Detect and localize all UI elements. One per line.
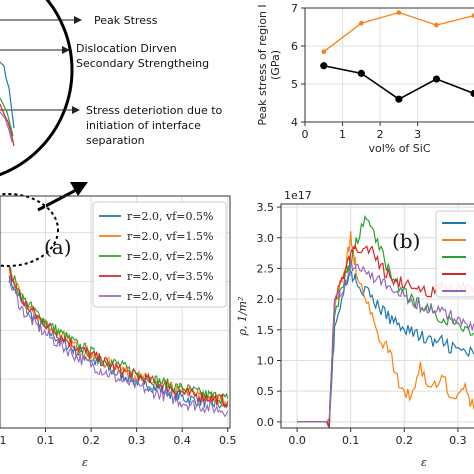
panel-a-label: (a) xyxy=(44,235,72,259)
panel-a-legend-label: r=2.0, vf=4.5% xyxy=(127,290,213,303)
panel-a-chart: 0.1 0.2 0.3 0.4 0.5 1 ε (a) r=2.0, vf=0.5% r=2.0,… xyxy=(0,195,237,469)
panel-b-xtick-label: 0.3 xyxy=(449,434,467,447)
panel-b-ytick-label: 3.0 xyxy=(257,232,275,245)
annotation-dislocation-line2: Secondary Strengtheing xyxy=(76,57,209,70)
panel-a-xtick-label: 0.1 xyxy=(37,434,55,447)
panel-b-chart: 0.0 0.5 1.0 1.5 2.0 2.5 3.0 3.5 0.0 0.1 0.2 0.3 1e17… xyxy=(236,189,474,469)
panel-a-frame xyxy=(0,195,231,429)
inset-series-point xyxy=(321,49,327,54)
panel-a-xtick-label: 0.3 xyxy=(128,434,146,447)
inset-series-point xyxy=(320,62,328,70)
deterioration-arrowhead xyxy=(72,106,80,114)
magnifier-circle xyxy=(0,0,74,177)
inset-series-line xyxy=(323,64,474,101)
panel-a-series-line xyxy=(8,266,229,405)
inset-series-point xyxy=(470,89,474,98)
inset-xtick-label: 0 xyxy=(302,128,309,141)
panel-a-legend-label: r=2.0, vf=3.5% xyxy=(127,270,213,283)
panel-b-xlabel: ε xyxy=(421,456,427,469)
inset-series-point xyxy=(432,75,441,83)
annotation-deterioration-line3: separation xyxy=(86,134,145,147)
inset-ylabel-line2: (GPa) xyxy=(269,50,282,80)
peak-arrowhead xyxy=(74,16,82,24)
inset-xtick-label: 1 xyxy=(339,128,346,141)
callout-arrowhead xyxy=(70,182,88,196)
dotted-callout-circle xyxy=(0,193,59,267)
annotation-deterioration-line2: initiation of interface xyxy=(86,119,201,132)
panel-b-ytick-label: 0.5 xyxy=(257,385,275,398)
inset-series-point xyxy=(471,13,474,18)
inset-series-point xyxy=(357,69,365,77)
inset-series-point xyxy=(434,22,439,28)
panel-b-xtick-label: 0.0 xyxy=(288,434,306,447)
inset-xtick-label: 2 xyxy=(377,128,384,141)
inset-ytick-label: 5 xyxy=(291,78,298,91)
inset-ytick-label: 6 xyxy=(291,40,298,53)
panel-b-xtick-label: 0.2 xyxy=(396,434,414,447)
panel-a-series-line xyxy=(8,275,229,418)
panel-a-xtick-label: 0.4 xyxy=(173,434,191,447)
inset-series-point xyxy=(396,10,402,15)
zoomed-curves xyxy=(0,61,15,147)
callout-arrow xyxy=(37,186,81,212)
panel-a-xtick-label: 0.5 xyxy=(219,434,237,447)
panel-b-ytick-label: 1.0 xyxy=(257,354,275,367)
annotation-peak: Peak Stress xyxy=(94,14,158,27)
panel-b-ylabel: ρ, 1/m² xyxy=(236,296,249,336)
panel-a-xtick-partial: 1 xyxy=(0,434,7,447)
annotations: Peak Stress Dislocation Dirven Secondary… xyxy=(0,14,223,147)
panel-b-ytick-label: 2.5 xyxy=(257,262,275,275)
panel-b-ytick-label: 0.0 xyxy=(257,416,275,429)
zoom-curve-red xyxy=(0,103,15,147)
zoom-curve-blue xyxy=(0,61,15,129)
inset-series-point xyxy=(359,20,364,26)
panel-b-ytick-label: 3.5 xyxy=(257,201,275,214)
annotation-deterioration-line1: Stress deteriotion due to xyxy=(86,104,223,117)
zoom-curve-green xyxy=(0,97,14,137)
panel-b-series-line xyxy=(297,214,474,426)
panel-b-series-line xyxy=(297,261,474,423)
panel-a-legend-label: r=2.0, vf=2.5% xyxy=(127,250,213,263)
inset-xlabel: vol% of SiC xyxy=(368,142,430,155)
panel-a-legend-label: r=2.0, vf=1.5% xyxy=(127,230,213,243)
inset-series-point xyxy=(395,95,403,103)
zoom-curve-purple xyxy=(0,111,13,143)
panel-b-scale-label: 1e17 xyxy=(284,189,312,202)
panel-a-xtick-label: 0.2 xyxy=(82,434,100,447)
panel-b-xtick-label: 0.1 xyxy=(342,434,360,447)
panel-a-series-line xyxy=(8,267,229,408)
panel-a-legend-box xyxy=(92,201,227,308)
panel-a-legend-label: r=2.0, vf=0.5% xyxy=(127,210,213,223)
dislocation-arrowhead xyxy=(62,46,70,54)
panel-b-label: (b) xyxy=(392,229,420,253)
inset-ytick-label: 7 xyxy=(291,2,298,15)
panel-b-legend-box xyxy=(435,210,474,298)
panel-b-ytick-label: 1.5 xyxy=(257,324,275,337)
inset-ytick-label: 4 xyxy=(291,116,298,129)
panel-b-ytick-label: 2.0 xyxy=(257,293,275,306)
annotation-dislocation-line1: Dislocation Dirven xyxy=(76,42,177,55)
callout-to-panel-a xyxy=(0,182,88,267)
panel-b-frame xyxy=(280,203,474,429)
inset-xtick-label: 3 xyxy=(414,128,421,141)
panel-a-xlabel: ε xyxy=(82,456,88,469)
inset-ylabel-line1: Peak stress of region I xyxy=(256,4,269,125)
